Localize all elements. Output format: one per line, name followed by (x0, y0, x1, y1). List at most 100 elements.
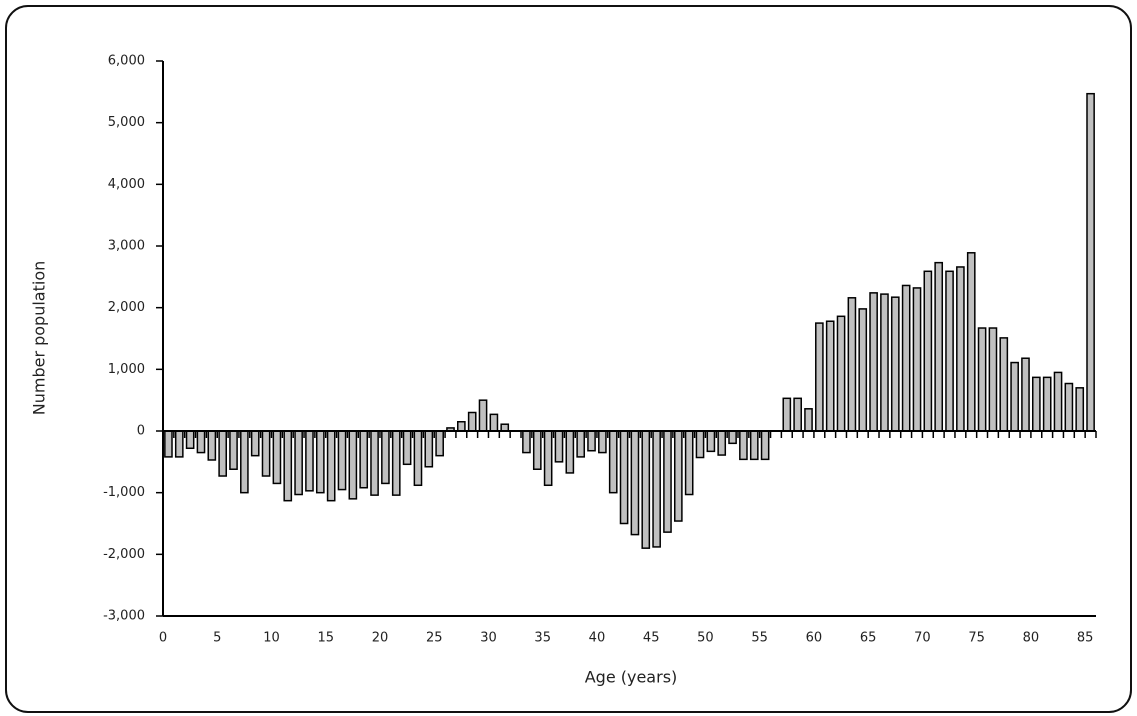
bar (858, 308, 868, 432)
bar (880, 293, 889, 432)
bar (890, 296, 900, 432)
bar (532, 430, 542, 470)
bar (543, 430, 553, 487)
bar (240, 430, 249, 494)
bar (847, 297, 857, 432)
bar (326, 430, 336, 502)
bar (1032, 376, 1041, 432)
bar (999, 337, 1009, 432)
bar (1042, 376, 1052, 432)
bar (782, 397, 792, 432)
bar (673, 430, 683, 522)
bar (196, 430, 206, 454)
bar (413, 430, 423, 487)
bar (164, 430, 173, 458)
bar (500, 423, 510, 432)
bar (869, 292, 878, 432)
y-tick-label: 5,000 (108, 115, 145, 130)
bar (1064, 382, 1074, 432)
bar (370, 430, 379, 496)
x-tick-label: 85 (1077, 631, 1094, 646)
x-tick-label: 40 (589, 631, 606, 646)
bar (337, 430, 347, 491)
y-tick-label: 1,000 (108, 362, 145, 377)
x-tick-label: 25 (426, 631, 443, 646)
bar (956, 266, 965, 432)
y-tick-label: 6,000 (108, 54, 145, 69)
bar (836, 315, 846, 432)
bar (912, 287, 922, 432)
bar (760, 430, 770, 461)
bar (684, 430, 694, 496)
bar (1010, 361, 1019, 432)
bar (218, 430, 227, 477)
bar (728, 430, 737, 445)
bar (576, 430, 586, 458)
x-tick-label: 0 (159, 631, 167, 646)
x-tick-label: 10 (263, 631, 280, 646)
bar (749, 430, 759, 461)
bar (424, 430, 434, 468)
x-tick-label: 50 (697, 631, 714, 646)
bar (381, 430, 390, 485)
bar (554, 430, 564, 463)
y-axis-title: Number population (30, 261, 49, 416)
bar (598, 430, 607, 454)
bar (174, 430, 184, 458)
bar (1053, 371, 1063, 432)
bar (825, 320, 835, 432)
bar (1021, 357, 1030, 432)
bar (294, 430, 303, 496)
bar (478, 399, 488, 432)
y-tick-label: 4,000 (108, 177, 145, 192)
bar (457, 421, 466, 432)
bar (348, 430, 358, 500)
bar (391, 430, 401, 496)
bar (250, 430, 260, 457)
x-tick-label: 45 (643, 631, 660, 646)
x-tick-label: 30 (480, 631, 497, 646)
bar (522, 430, 531, 454)
bar (435, 430, 444, 457)
bar (815, 322, 824, 432)
bar (977, 327, 987, 432)
bar (706, 430, 716, 453)
bar (717, 430, 727, 456)
bar (923, 270, 933, 432)
x-tick-label: 55 (751, 631, 768, 646)
bar (901, 284, 911, 432)
x-tick-label: 75 (968, 631, 985, 646)
bar (272, 430, 282, 485)
bar (283, 430, 293, 502)
bar (587, 430, 596, 452)
bar (185, 430, 195, 450)
bar (641, 430, 651, 549)
bar (608, 430, 618, 494)
x-tick-label: 80 (1023, 631, 1040, 646)
bar (695, 430, 705, 459)
frame (5, 5, 1132, 713)
bar (934, 261, 944, 432)
bar (305, 430, 314, 492)
bar (261, 430, 271, 477)
y-tick-label: -2,000 (103, 547, 145, 562)
bar (1086, 92, 1095, 432)
bar (652, 430, 661, 548)
bar (739, 430, 748, 461)
bar (402, 430, 412, 466)
bar (966, 252, 976, 432)
bar (619, 430, 629, 525)
bar (663, 430, 672, 533)
y-tick-label: 2,000 (108, 300, 145, 315)
bar (315, 430, 325, 494)
x-tick-label: 35 (534, 631, 551, 646)
y-tick-label: -3,000 (103, 609, 145, 624)
bar (207, 430, 217, 461)
bar (804, 408, 813, 432)
bar (793, 397, 802, 432)
x-tick-label: 5 (213, 631, 221, 646)
bar (467, 411, 477, 432)
bar (988, 327, 998, 432)
x-tick-label: 65 (860, 631, 877, 646)
